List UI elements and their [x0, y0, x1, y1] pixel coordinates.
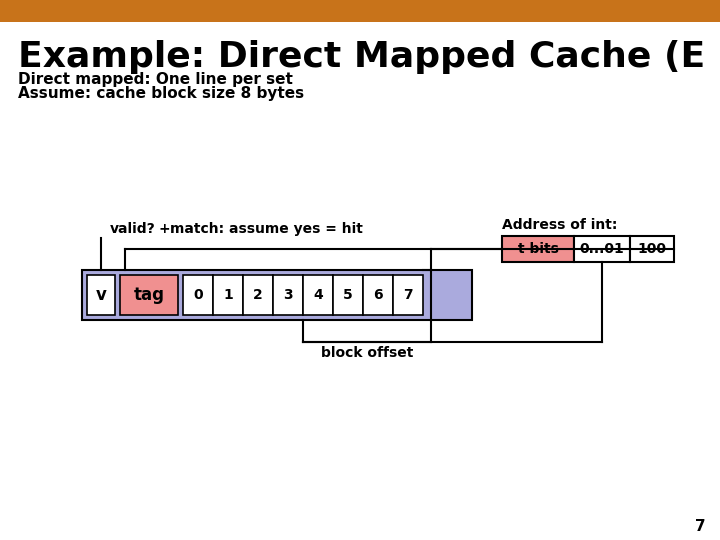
Bar	[120, 275, 178, 315]
Bar	[333, 275, 363, 315]
Bar	[82, 270, 472, 320]
Bar	[273, 275, 303, 315]
Text: Direct mapped: One line per set: Direct mapped: One line per set	[18, 72, 293, 87]
Bar	[243, 275, 273, 315]
Bar	[502, 236, 574, 262]
Text: +: +	[158, 222, 170, 236]
Text: 0...01: 0...01	[580, 242, 624, 256]
Bar	[183, 275, 213, 315]
Bar	[630, 236, 674, 262]
Bar	[303, 275, 333, 315]
Bar	[87, 275, 115, 315]
Text: 7: 7	[696, 519, 706, 534]
Bar	[213, 275, 243, 315]
Text: 4: 4	[313, 288, 323, 302]
Text: match: assume yes = hit: match: assume yes = hit	[170, 222, 363, 236]
Bar	[363, 275, 393, 315]
Text: 100: 100	[637, 242, 667, 256]
Text: tag: tag	[133, 286, 164, 304]
Text: block offset: block offset	[321, 346, 413, 360]
Text: Assume: cache block size 8 bytes: Assume: cache block size 8 bytes	[18, 86, 304, 101]
Text: 2: 2	[253, 288, 263, 302]
Text: Example: Direct Mapped Cache (E = 1): Example: Direct Mapped Cache (E = 1)	[18, 40, 720, 74]
Text: t bits: t bits	[518, 242, 559, 256]
Text: valid?: valid?	[110, 222, 156, 236]
Bar	[0, 0, 720, 22]
Text: Address of int:: Address of int:	[502, 218, 617, 232]
Bar	[574, 236, 630, 262]
Text: 0: 0	[193, 288, 203, 302]
Text: 1: 1	[223, 288, 233, 302]
Text: v: v	[96, 286, 107, 304]
Text: 5: 5	[343, 288, 353, 302]
Bar	[393, 275, 423, 315]
Text: 6: 6	[373, 288, 383, 302]
Text: 3: 3	[283, 288, 293, 302]
Text: 7: 7	[403, 288, 413, 302]
